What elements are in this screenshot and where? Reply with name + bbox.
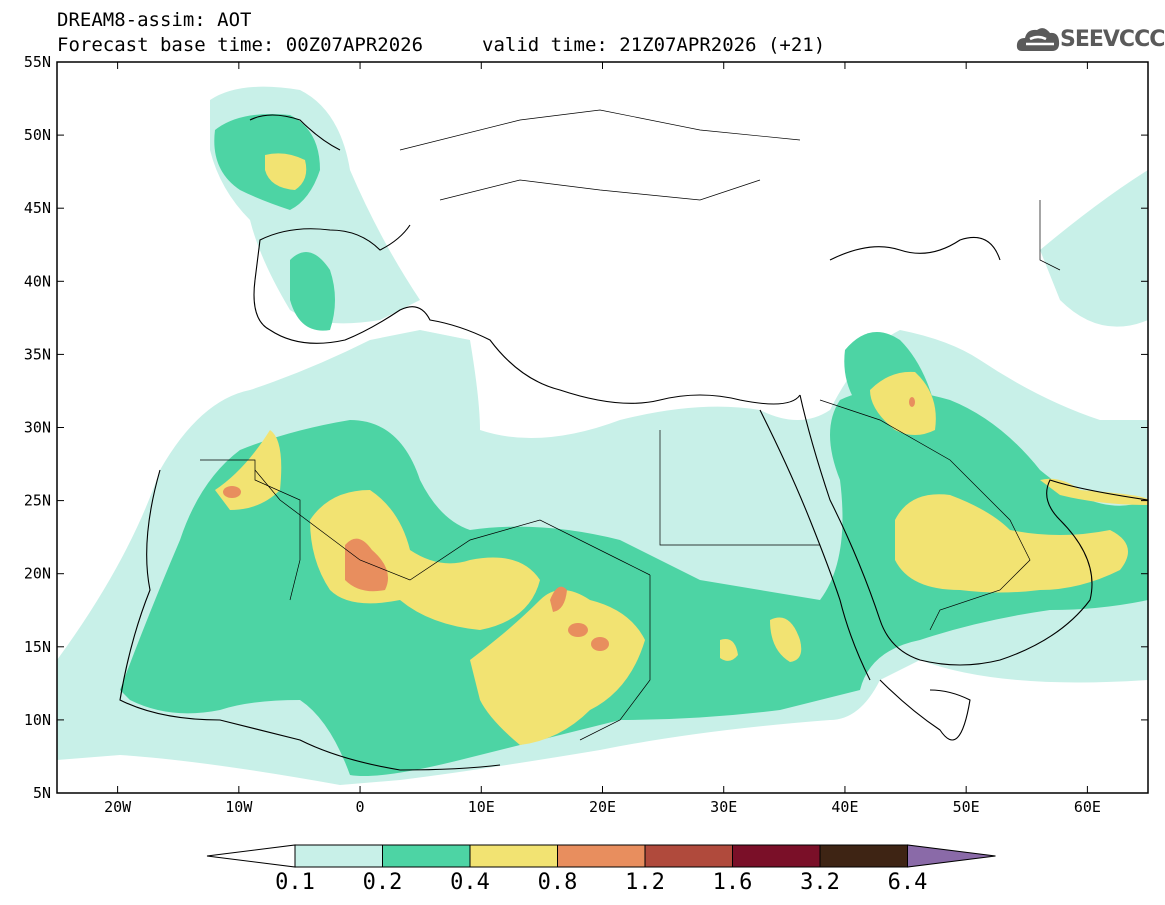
lon-tick-label: 10W bbox=[225, 798, 253, 816]
country-borders bbox=[200, 109, 1061, 741]
lat-tick-label: 40N bbox=[24, 272, 51, 290]
lat-tick-label: 55N bbox=[24, 53, 51, 71]
lon-tick-label: 20E bbox=[589, 798, 616, 816]
lat-tick-label: 50N bbox=[24, 126, 51, 144]
colorbar-swatch bbox=[819, 844, 908, 868]
colorbar-swatch bbox=[469, 844, 558, 868]
colorbar-label: 0.2 bbox=[362, 870, 403, 895]
colorbar-swatch bbox=[732, 844, 821, 868]
colorbar-label: 6.4 bbox=[887, 870, 928, 895]
colorbar-label: 0.1 bbox=[275, 870, 315, 895]
lon-tick-label: 10E bbox=[468, 798, 495, 816]
logo-text: SEEVCCC bbox=[1060, 27, 1165, 52]
colorbar-label: 1.2 bbox=[625, 870, 665, 895]
colorbar-label: 0.8 bbox=[537, 870, 578, 895]
lat-tick-label: 15N bbox=[24, 638, 51, 656]
lat-tick-label: 20N bbox=[24, 565, 51, 583]
lon-tick-label: 40E bbox=[831, 798, 858, 816]
lat-tick-label: 10N bbox=[24, 711, 51, 729]
colorbar-over-arrow bbox=[907, 844, 996, 868]
colorbar-label: 3.2 bbox=[800, 870, 840, 895]
latitude-labels: 55N 50N 45N 40N 35N 30N 25N 20N 15N 10N 5N bbox=[24, 53, 51, 802]
coastlines bbox=[119, 114, 1148, 771]
valid-time: valid time: 21Z07APR2026 (+21) bbox=[482, 34, 826, 56]
colorbar-swatch bbox=[644, 844, 733, 868]
cloud-logo-icon bbox=[1016, 28, 1060, 51]
lon-tick-label: 30E bbox=[710, 798, 737, 816]
colorbar-swatch bbox=[294, 844, 383, 868]
axis-ticks bbox=[57, 61, 1148, 794]
colorbar-swatch bbox=[382, 844, 471, 868]
colorbar-under-arrow bbox=[206, 844, 296, 868]
longitude-labels: 20W 10W 0 10E 20E 30E 40E 50E 60E bbox=[104, 798, 1101, 816]
colorbar-swatch bbox=[557, 844, 646, 868]
colorbar-label: 0.4 bbox=[450, 870, 490, 895]
forecast-base-time: Forecast base time: 00Z07APR2026 bbox=[57, 34, 424, 56]
lat-tick-label: 35N bbox=[24, 345, 51, 363]
lon-tick-label: 20W bbox=[104, 798, 132, 816]
lat-tick-label: 30N bbox=[24, 419, 51, 437]
colorbar bbox=[206, 844, 996, 868]
colorbar-label: 1.6 bbox=[712, 870, 753, 895]
lon-tick-label: 60E bbox=[1074, 798, 1101, 816]
lon-tick-label: 0 bbox=[356, 798, 365, 816]
lon-tick-label: 50E bbox=[953, 798, 980, 816]
map-title: DREAM8-assim: AOT bbox=[57, 9, 252, 31]
lat-tick-label: 45N bbox=[24, 199, 51, 217]
aot-field bbox=[57, 86, 1148, 785]
lat-tick-label: 5N bbox=[33, 784, 51, 802]
lat-tick-label: 25N bbox=[24, 492, 51, 510]
